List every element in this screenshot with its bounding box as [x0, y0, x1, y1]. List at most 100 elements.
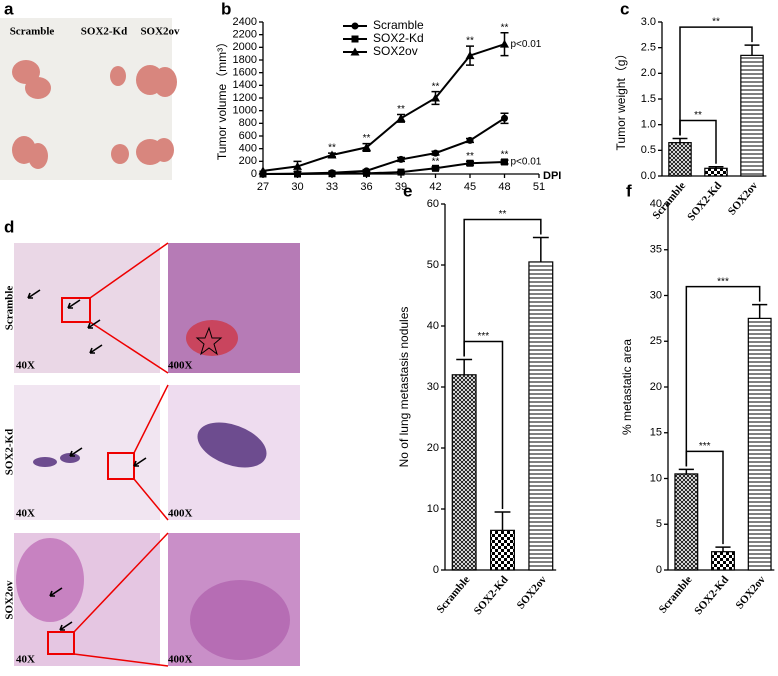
x-tick-label: Scramble	[435, 574, 473, 616]
y-tick-label: 1.5	[641, 93, 656, 105]
panel-letter: c	[620, 0, 629, 18]
legend-marker	[350, 47, 360, 56]
marker	[362, 142, 371, 151]
y-axis-label: Tumor weight（g）	[614, 48, 628, 151]
y-tick-label: 800	[239, 117, 257, 129]
legend-marker	[351, 35, 359, 43]
p-label: p<0.01	[511, 157, 542, 168]
photo-label: SOX2-Kd	[81, 26, 127, 38]
significance: **	[712, 17, 720, 28]
significance: **	[499, 209, 507, 220]
bracket	[685, 285, 761, 467]
marker	[294, 170, 301, 178]
y-tick-label: 30	[427, 381, 439, 393]
y-tick-label: 30	[650, 289, 662, 301]
bar	[490, 529, 515, 571]
marker	[466, 159, 474, 167]
marker	[327, 150, 337, 159]
significance: ***	[717, 276, 729, 287]
y-tick-label: 1000	[233, 105, 257, 117]
marker	[328, 170, 336, 178]
y-tick-label: 50	[427, 259, 439, 271]
legend-label: SOX2ov	[373, 44, 418, 58]
y-tick-label: 1.0	[641, 119, 656, 131]
panel-letter: a	[4, 0, 14, 18]
bar	[711, 551, 735, 571]
x-tick-label: SOX2ov	[515, 573, 550, 611]
error-bar	[715, 546, 731, 552]
marker	[432, 149, 439, 157]
y-tick-label: 0.5	[641, 144, 656, 156]
photo-label: SOX2ov	[140, 26, 180, 38]
marker	[500, 39, 509, 48]
y-axis-label: % metastatic area	[620, 339, 634, 435]
x-tick-label: SOX2-Kd	[472, 574, 511, 617]
marker	[293, 161, 302, 170]
significance: **	[466, 151, 474, 162]
x-tick-label: 51	[533, 181, 545, 193]
bracket	[679, 26, 753, 136]
y-tick-label: 25	[650, 335, 662, 347]
bar	[451, 374, 477, 571]
y-axis-label: No of lung metastasis nodules	[397, 307, 411, 468]
y-tick-label: 10	[650, 472, 662, 484]
bar	[674, 473, 699, 571]
y-tick-label: 35	[650, 244, 662, 256]
bar	[740, 54, 764, 177]
x-tick-label: SOX2-Kd	[692, 574, 731, 617]
legend-marker	[351, 22, 359, 30]
significance: **	[466, 36, 474, 47]
y-tick-label: 0.0	[641, 170, 656, 182]
y-tick-label: 40	[427, 320, 439, 332]
mag-label: 40X	[16, 508, 35, 520]
marker	[363, 169, 370, 177]
row-label: SOX2ov	[4, 580, 16, 620]
marker	[465, 51, 475, 60]
y-tick-label: 15	[650, 427, 662, 439]
row-label: SOX2-Kd	[4, 429, 16, 475]
x-tick-label: 36	[360, 181, 372, 193]
x-tick-label: 27	[257, 181, 269, 193]
row-label: Scramble	[4, 286, 16, 331]
x-tick-label: 33	[326, 181, 338, 193]
panel-letter: d	[4, 217, 14, 236]
y-tick-label: 1800	[233, 54, 257, 66]
significance: **	[694, 110, 702, 121]
panel-letter: f	[626, 181, 632, 200]
error-bar	[494, 511, 511, 531]
x-tick-label: SOX2-Kd	[685, 180, 724, 223]
marker	[258, 166, 268, 175]
bar	[704, 167, 728, 177]
p-label: p<0.01	[511, 39, 542, 50]
panel-letter: e	[403, 181, 412, 200]
y-tick-label: 600	[239, 130, 257, 142]
y-tick-label: 1200	[233, 92, 257, 104]
marker	[396, 113, 406, 122]
y-tick-label: 0	[251, 168, 257, 180]
x-tick-label: Scramble	[657, 574, 695, 616]
y-tick-label: 200	[239, 155, 257, 167]
y-tick-label: 2.0	[641, 67, 656, 79]
y-tick-label: 20	[650, 381, 662, 393]
error-bar	[708, 166, 724, 169]
x-tick-label: 42	[429, 181, 441, 193]
y-axis-label: Tumor volume（mm³）	[215, 36, 229, 160]
y-tick-label: 5	[656, 518, 662, 530]
photo-label: Scramble	[10, 26, 55, 38]
series-line	[262, 43, 505, 172]
y-tick-label: 2400	[233, 16, 257, 28]
mag-label: 40X	[16, 360, 35, 372]
mag-label: 400X	[168, 654, 193, 666]
series-line	[263, 160, 505, 175]
y-tick-label: 0	[656, 564, 662, 576]
mag-label: 400X	[168, 508, 193, 520]
tumors	[12, 60, 177, 169]
y-tick-label: 10	[427, 503, 439, 515]
x-tick-label: 48	[498, 181, 510, 193]
significance: **	[328, 143, 336, 154]
y-tick-label: 1400	[233, 79, 257, 91]
y-tick-label: 3.0	[641, 16, 656, 28]
y-tick-label: 400	[239, 143, 257, 155]
